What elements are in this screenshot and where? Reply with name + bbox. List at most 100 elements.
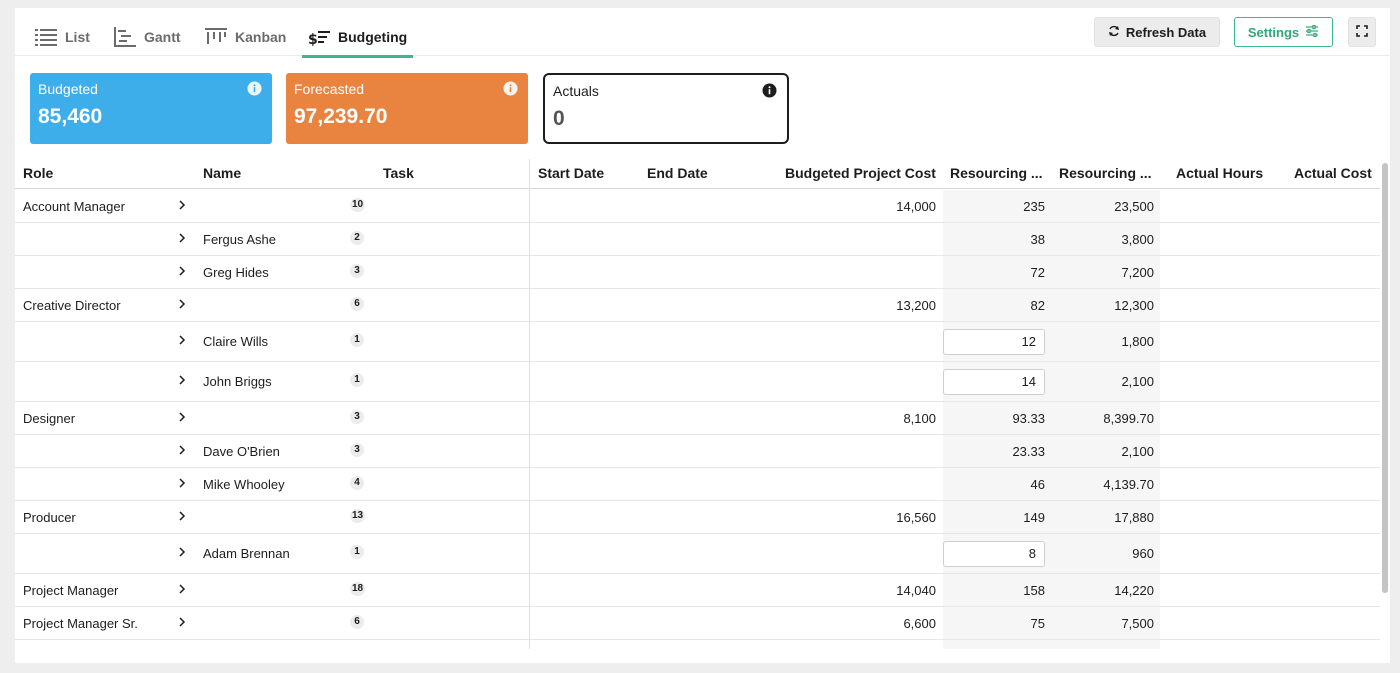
header-task[interactable]: Task [383, 165, 414, 181]
cell-role: Creative Director [23, 298, 121, 313]
cell-name: John Briggs [203, 374, 272, 389]
chevron-right-icon[interactable] [177, 545, 187, 562]
cell-resourcing-cost: 3,800 [1121, 232, 1154, 247]
forecasted-card-title: Forecasted [294, 81, 365, 97]
tab-gantt[interactable]: Gantt [110, 18, 185, 56]
budgeting-view: List Gantt Kanban $ Budgeting Refresh Da… [15, 8, 1390, 663]
table-row[interactable]: Project Manager Sr. 6 6,600 75 7,500 [15, 607, 1380, 640]
task-count-badge: 3 [350, 264, 364, 278]
info-icon[interactable] [247, 81, 262, 101]
scrollbar-thumb[interactable] [1382, 163, 1388, 593]
cell-resourcing-hours: 149 [1023, 510, 1045, 525]
table-row[interactable]: Adam Brennan 1 8 960 [15, 534, 1380, 574]
task-count-badge: 4 [350, 476, 364, 490]
task-count-badge: 18 [350, 582, 366, 596]
tab-gantt-label: Gantt [144, 29, 181, 45]
info-icon[interactable] [762, 83, 777, 103]
resourcing-hours-input[interactable]: 12 [943, 329, 1045, 355]
resourcing-column-shade [943, 190, 1160, 649]
chevron-right-icon[interactable] [177, 509, 187, 526]
header-end-date[interactable]: End Date [647, 165, 708, 181]
table-row[interactable]: Account Manager 10 14,000 235 23,500 [15, 190, 1380, 223]
cell-role: Producer [23, 510, 76, 525]
table-row[interactable]: Creative Director 6 13,200 82 12,300 [15, 289, 1380, 322]
chevron-right-icon[interactable] [177, 443, 187, 460]
cell-name: Dave O'Brien [203, 444, 280, 459]
tab-kanban-label: Kanban [235, 29, 287, 45]
actuals-card-title: Actuals [553, 83, 599, 99]
budget-table: Role Name Task Start Date End Date Budge… [15, 159, 1380, 649]
cell-role: Project Manager Sr. [23, 616, 138, 631]
forecasted-card: Forecasted 97,239.70 [286, 73, 528, 144]
task-count-badge: 6 [350, 297, 364, 311]
header-resourcing-cost[interactable]: Resourcing ... [1059, 165, 1152, 181]
table-row[interactable]: John Briggs 1 14 2,100 [15, 362, 1380, 402]
gantt-icon [114, 27, 136, 47]
budgeted-card: Budgeted 85,460 [30, 73, 272, 144]
cell-budgeted-cost: 6,600 [903, 616, 936, 631]
expand-icon [1356, 24, 1368, 40]
header-budgeted-cost[interactable]: Budgeted Project Cost [785, 165, 936, 181]
cell-resourcing-hours: 235 [1023, 199, 1045, 214]
header-start-date[interactable]: Start Date [538, 165, 605, 181]
table-row[interactable]: Fergus Ashe 2 38 3,800 [15, 223, 1380, 256]
header-actual-cost[interactable]: Actual Cost [1294, 165, 1372, 181]
cell-role: Designer [23, 411, 76, 426]
chevron-right-icon[interactable] [177, 297, 187, 314]
cell-name: Claire Wills [203, 334, 268, 349]
header-name[interactable]: Name [203, 165, 242, 181]
cell-resourcing-cost: 17,880 [1114, 510, 1154, 525]
vertical-scrollbar[interactable] [1380, 159, 1390, 599]
sliders-icon [1305, 24, 1319, 40]
tab-kanban[interactable]: Kanban [201, 18, 290, 56]
cell-resourcing-hours: 82 [1030, 298, 1045, 313]
chevron-right-icon[interactable] [177, 410, 187, 427]
chevron-right-icon[interactable] [177, 476, 187, 493]
table-row[interactable]: Designer 3 8,100 93.33 8,399.70 [15, 402, 1380, 435]
chevron-right-icon[interactable] [177, 615, 187, 632]
cell-resourcing-cost: 960 [1132, 546, 1154, 561]
cell-budgeted-cost: 14,000 [896, 199, 936, 214]
table-row[interactable]: Dave O'Brien 3 23.33 2,100 [15, 435, 1380, 468]
chevron-right-icon[interactable] [177, 373, 187, 390]
cell-resourcing-hours: 23.33 [1012, 444, 1045, 459]
task-count-badge: 6 [350, 615, 364, 629]
cell-resourcing-cost: 7,500 [1121, 616, 1154, 631]
actuals-card: Actuals 0 [543, 73, 789, 144]
cell-resourcing-cost: 8,399.70 [1103, 411, 1154, 426]
actuals-card-value: 0 [553, 107, 565, 130]
header-actual-hours[interactable]: Actual Hours [1176, 165, 1264, 181]
header-role[interactable]: Role [23, 165, 54, 181]
info-icon[interactable] [503, 81, 518, 101]
table-row[interactable]: Mike Whooley 4 46 4,139.70 [15, 468, 1380, 501]
cell-resourcing-cost: 12,300 [1114, 298, 1154, 313]
resourcing-hours-input[interactable]: 8 [943, 541, 1045, 567]
table-row[interactable]: Project Manager 18 14,040 158 14,220 [15, 574, 1380, 607]
kanban-icon [205, 28, 227, 46]
cell-resourcing-hours: 72 [1030, 265, 1045, 280]
chevron-right-icon[interactable] [177, 198, 187, 215]
table-row[interactable]: Claire Wills 1 12 1,800 [15, 322, 1380, 362]
chevron-right-icon[interactable] [177, 333, 187, 350]
tab-list[interactable]: List [31, 18, 94, 56]
list-icon [35, 28, 57, 46]
tab-budgeting[interactable]: $ Budgeting [301, 18, 414, 58]
table-row[interactable]: Greg Hides 3 72 7,200 [15, 256, 1380, 289]
cell-resourcing-cost: 14,220 [1114, 583, 1154, 598]
chevron-right-icon[interactable] [177, 231, 187, 248]
table-row[interactable]: Producer 13 16,560 149 17,880 [15, 501, 1380, 534]
cell-budgeted-cost: 8,100 [903, 411, 936, 426]
cell-name: Fergus Ashe [203, 232, 276, 247]
settings-button[interactable]: Settings [1234, 17, 1333, 47]
cell-name: Mike Whooley [203, 477, 285, 492]
cell-budgeted-cost: 14,040 [896, 583, 936, 598]
chevron-right-icon[interactable] [177, 264, 187, 281]
header-resourcing-hours[interactable]: Resourcing ... [950, 165, 1043, 181]
resourcing-hours-input[interactable]: 14 [943, 369, 1045, 395]
task-count-badge: 1 [350, 373, 364, 387]
fullscreen-button[interactable] [1348, 17, 1376, 47]
task-count-badge: 1 [350, 545, 364, 559]
refresh-data-button[interactable]: Refresh Data [1094, 17, 1220, 47]
chevron-right-icon[interactable] [177, 582, 187, 599]
cell-budgeted-cost: 16,560 [896, 510, 936, 525]
